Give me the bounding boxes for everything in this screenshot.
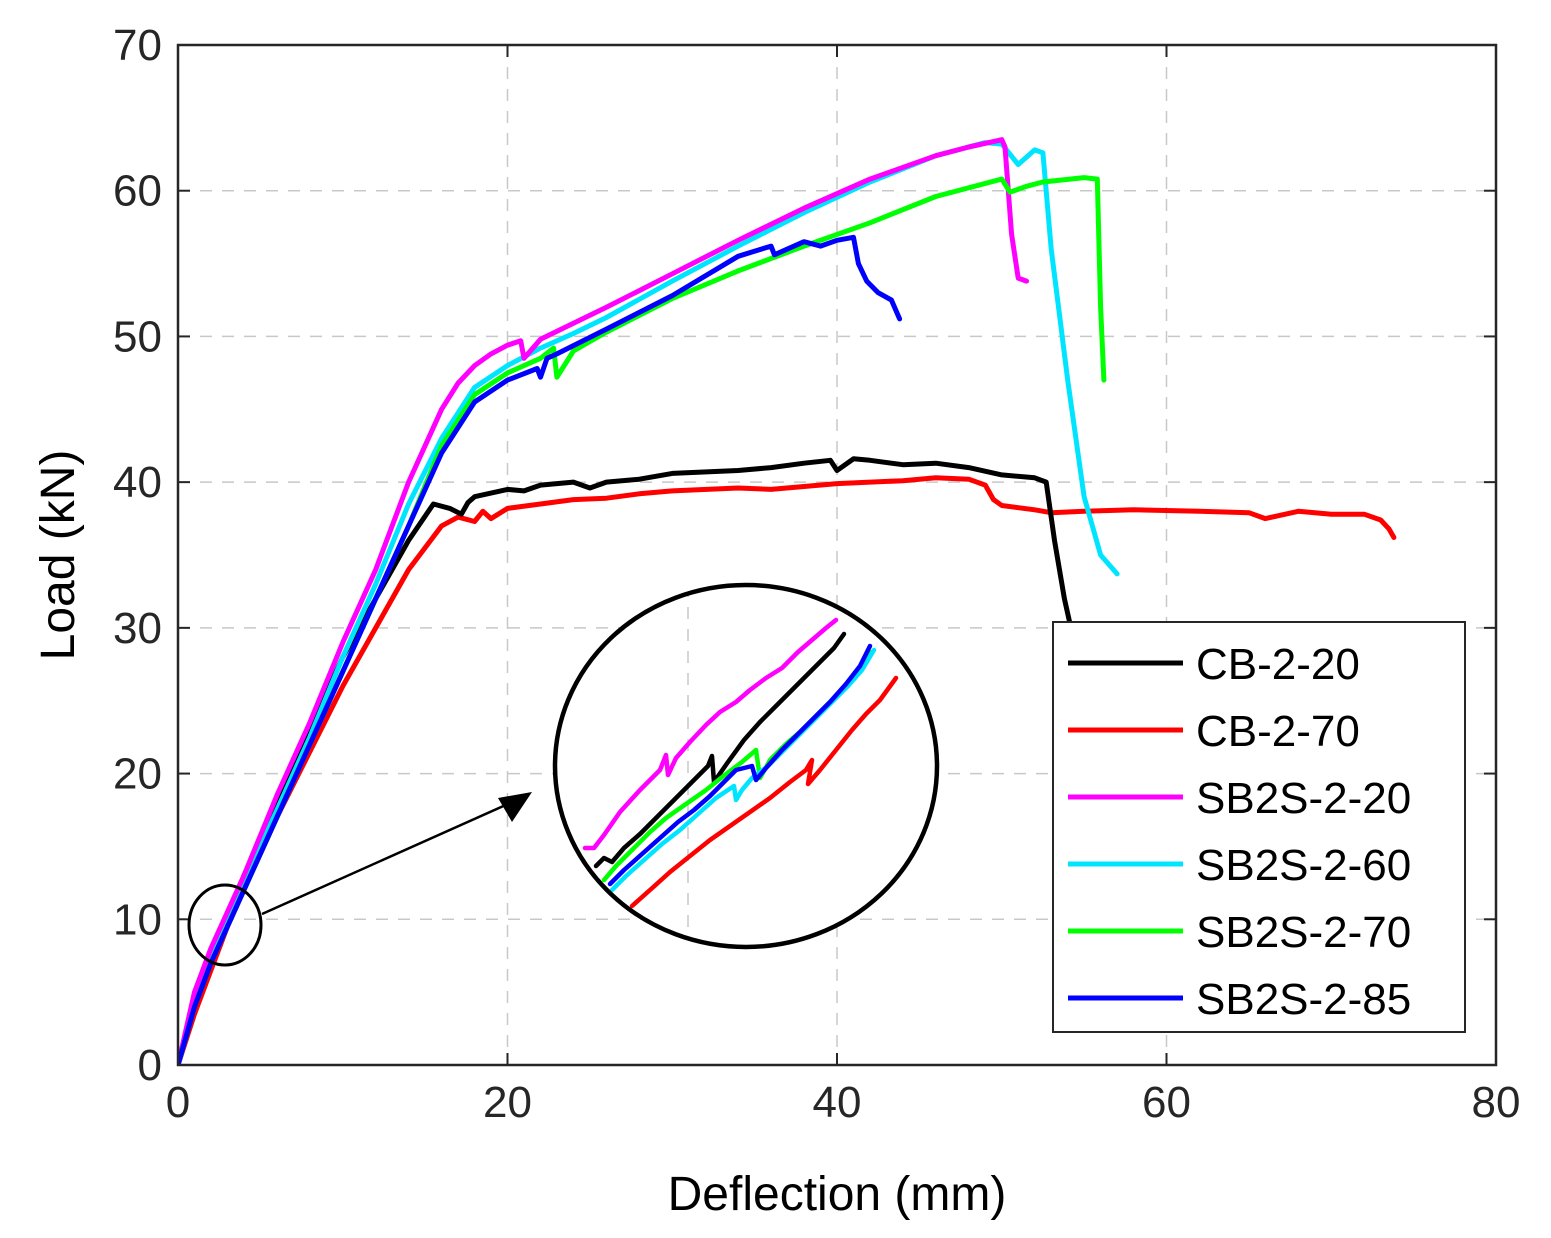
y-tick-label: 20 xyxy=(113,750,162,799)
legend-label-cb-2-70: CB-2-70 xyxy=(1196,707,1360,756)
y-tick-label: 30 xyxy=(113,604,162,653)
tick-labels: 0 20 40 60 80 0 10 20 30 40 50 60 70 xyxy=(113,21,1520,1127)
inset-line-sb2s-2-85 xyxy=(607,643,873,887)
x-axis-title: Deflection (mm) xyxy=(668,1168,1007,1221)
series-layer xyxy=(178,137,1397,1065)
y-tick-label: 40 xyxy=(113,458,162,507)
x-tick-label: 40 xyxy=(813,1078,862,1127)
zoom-arrowhead xyxy=(498,792,532,822)
legend: CB-2-20 CB-2-70 SB2S-2-20 SB2S-2-60 SB2S-2-7… xyxy=(1052,621,1466,1033)
inset-circle xyxy=(552,582,940,950)
legend-label-sb2s-2-85: SB2S-2-85 xyxy=(1196,975,1411,1024)
legend-label-sb2s-2-60: SB2S-2-60 xyxy=(1196,841,1411,890)
x-tick-label: 60 xyxy=(1142,1078,1191,1127)
inset-line-cb-2-70 xyxy=(629,675,899,909)
y-tick-label: 50 xyxy=(113,312,162,361)
series-line-cb-2-70 xyxy=(178,475,1397,1065)
y-axis-title: Load (kN) xyxy=(32,450,85,661)
legend-label-sb2s-2-20: SB2S-2-20 xyxy=(1196,774,1411,823)
legend-label-sb2s-2-70: SB2S-2-70 xyxy=(1196,908,1411,957)
y-tick-label: 0 xyxy=(138,1041,162,1090)
series-line-sb2s-2-20 xyxy=(178,137,1029,1065)
series-line-sb2s-2-85 xyxy=(178,234,903,1065)
inset-line-sb2s-2-20 xyxy=(582,617,839,851)
y-tick-label: 60 xyxy=(113,167,162,216)
inset-line-cb-2-20 xyxy=(593,631,847,869)
legend-label-cb-2-20: CB-2-20 xyxy=(1196,640,1360,689)
legend-box xyxy=(1052,621,1466,1033)
zoom-arrow xyxy=(261,793,529,916)
y-tick-label: 70 xyxy=(113,21,162,70)
inset-magnified-series xyxy=(582,585,899,947)
x-tick-label: 0 xyxy=(166,1078,190,1127)
x-tick-label: 20 xyxy=(483,1078,532,1127)
zoom-circle xyxy=(187,883,263,967)
x-tick-label: 80 xyxy=(1472,1078,1521,1127)
y-tick-label: 10 xyxy=(113,895,162,944)
series-line-sb2s-2-60 xyxy=(178,140,1120,1065)
grid-lines xyxy=(178,45,1496,1065)
